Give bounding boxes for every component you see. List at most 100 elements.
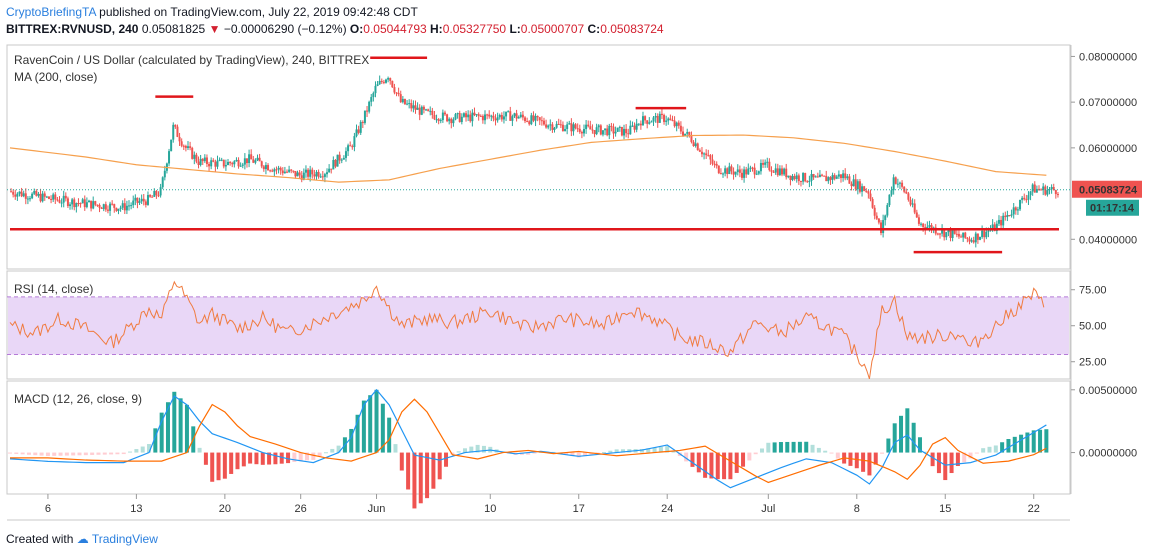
publish-line: CryptoBriefingTA published on TradingVie… (6, 5, 418, 19)
candle-body (170, 139, 173, 152)
macd-histogram-bar (532, 452, 537, 454)
macd-histogram-bar (753, 452, 758, 455)
candle-body (227, 161, 230, 166)
down-arrow-icon: ▼ (208, 22, 221, 36)
candle-body (277, 167, 280, 170)
macd-histogram-bar (20, 452, 25, 455)
candle-body (629, 125, 632, 135)
candle-body (960, 236, 963, 238)
candle-body (601, 130, 604, 135)
candle-body (229, 161, 232, 164)
macd-histogram-bar (886, 438, 891, 453)
candle-body (846, 176, 849, 179)
macd-histogram-bar (374, 389, 379, 453)
macd-histogram-bar (115, 452, 120, 455)
macd-histogram-bar (747, 452, 752, 461)
candle-body (930, 225, 933, 231)
macd-histogram-bar (317, 452, 322, 457)
candle-body (83, 199, 86, 208)
macd-histogram-bar (134, 449, 139, 453)
macd-tick-label: 0.00500000 (1079, 385, 1137, 397)
candle-body (296, 172, 299, 177)
candle-body (690, 136, 693, 142)
candle-body (431, 110, 434, 116)
candle-body (637, 123, 640, 125)
macd-histogram-bar (917, 437, 922, 453)
candle-body (237, 159, 240, 167)
candle-body (1040, 189, 1043, 191)
macd-histogram-bar (279, 452, 284, 464)
candle-body (858, 181, 861, 192)
macd-histogram-bar (229, 452, 234, 474)
candle-body (469, 114, 472, 122)
candle-body (29, 198, 32, 200)
time-tick-label: 17 (573, 503, 585, 515)
macd-histogram-bar (380, 403, 385, 453)
macd-histogram-bar (722, 452, 727, 480)
low-value: 0.05000707 (520, 22, 585, 36)
candle-body (1052, 187, 1055, 191)
candle-body (633, 125, 636, 130)
candle-body (614, 131, 617, 134)
candle-body (854, 179, 857, 190)
candle-body (972, 240, 975, 243)
candle-body (625, 128, 628, 134)
candle-body (1046, 190, 1049, 195)
candle-body (403, 98, 406, 105)
candle-body (191, 147, 194, 159)
candle-body (705, 153, 708, 156)
macd-histogram-bar (658, 446, 663, 453)
candle-body (831, 175, 834, 180)
candle-body (833, 175, 836, 179)
candle-body (997, 219, 1000, 224)
candle-body (1042, 186, 1045, 191)
candle-body (644, 116, 647, 121)
candle-body (549, 124, 552, 126)
candle-body (45, 196, 48, 198)
candle-body (675, 122, 678, 127)
macd-histogram-bar (899, 415, 904, 453)
candle-body (1006, 215, 1009, 218)
candle-body (736, 169, 739, 173)
symbol-ohlc-line: BITTREX:RVNUSD, 240 0.05081825 ▼ −0.0000… (6, 22, 664, 36)
rsi-pane-title: RSI (14, close) (14, 282, 93, 296)
candle-body (618, 126, 621, 128)
candle-body (610, 125, 613, 127)
macd-histogram-bar (974, 452, 979, 454)
candle-body (793, 176, 796, 180)
candle-body (309, 169, 312, 177)
candle-body (700, 151, 703, 155)
candle-body (26, 198, 29, 200)
candle-body (530, 115, 533, 125)
candle-body (707, 155, 710, 157)
candle-body (656, 115, 659, 123)
candle-body (104, 204, 107, 210)
candle-body (606, 128, 609, 136)
candle-body (1004, 215, 1007, 218)
candle-body (652, 117, 655, 122)
candle-body (768, 161, 771, 171)
macd-histogram-bar (829, 452, 834, 454)
candle-body (795, 175, 798, 180)
candle-body (646, 120, 649, 124)
macd-histogram-bar (355, 414, 360, 453)
candle-body (420, 106, 423, 115)
candle-body (239, 165, 242, 167)
candle-body (920, 223, 923, 225)
candle-body (92, 201, 95, 209)
candle-body (378, 80, 381, 85)
candle-body (193, 154, 196, 159)
low-label: L: (509, 22, 521, 36)
candle-body (146, 195, 149, 205)
author-link[interactable]: CryptoBriefingTA (6, 5, 96, 19)
macd-histogram-bar (867, 452, 872, 476)
macd-histogram-bar (936, 452, 941, 474)
macd-histogram-bar (620, 449, 625, 453)
tradingview-brand-link[interactable]: TradingView (91, 532, 158, 546)
macd-histogram-bar (766, 442, 771, 453)
macd-histogram-bar (602, 452, 607, 454)
candle-body (979, 236, 982, 240)
macd-histogram-bar (172, 391, 177, 453)
macd-line (9, 388, 1047, 489)
